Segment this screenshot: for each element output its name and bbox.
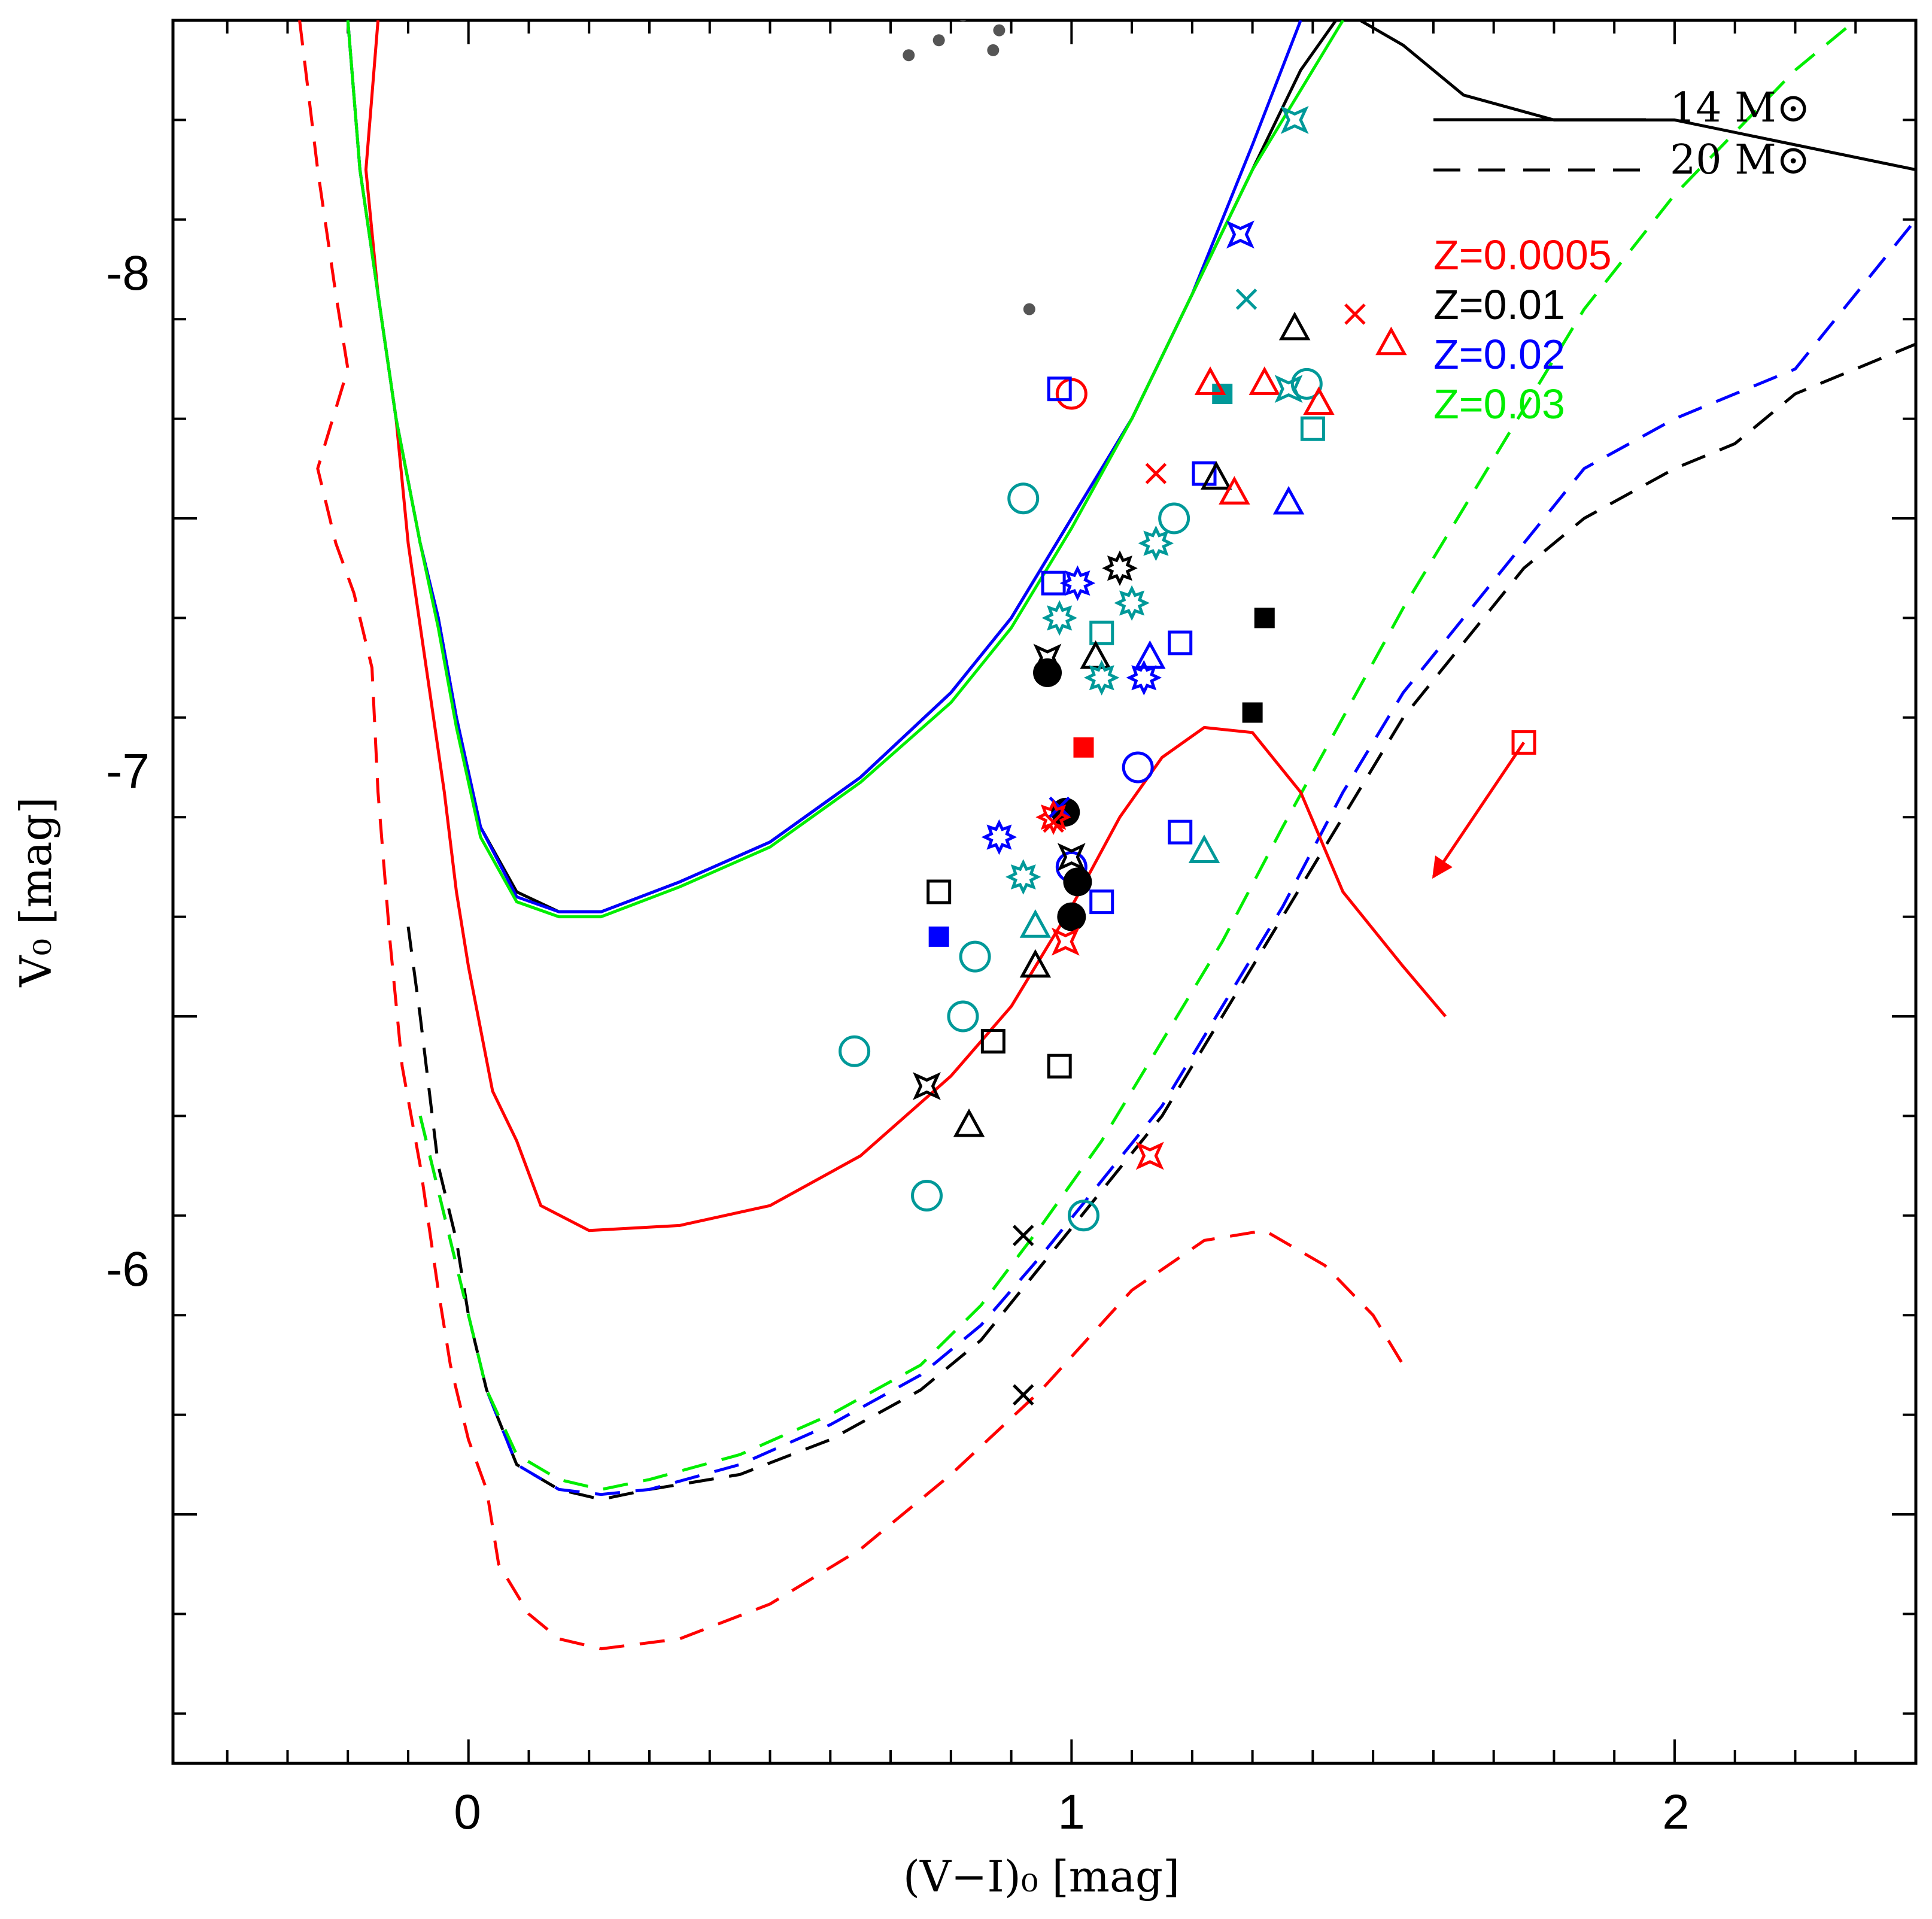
point-square-filled-8-1	[1254, 608, 1275, 628]
point-cross-17-1	[1145, 463, 1167, 484]
point-star4-20-2	[1033, 643, 1062, 672]
point-dot-28-1	[903, 49, 915, 62]
point-star8-27-0	[1035, 799, 1071, 835]
y-tick-label-0: -8	[106, 246, 150, 300]
point-square-open-5-1	[1168, 819, 1193, 845]
point-triangle-open-15-4	[1375, 326, 1407, 356]
point-star4-22-0	[1274, 375, 1303, 403]
point-star4-21-0	[1135, 1141, 1164, 1170]
point-star8-25-2	[1059, 565, 1096, 601]
point-square-open-6-1	[1300, 416, 1325, 441]
point-circle-open-0-6	[1158, 502, 1190, 535]
point-triangle-open-14-1	[1272, 485, 1305, 515]
point-square-filled-8-0	[1242, 702, 1263, 723]
point-square-open-4-0	[1047, 1053, 1072, 1079]
point-triangle-open-12-4	[1278, 311, 1311, 341]
point-cross-16-0	[1012, 1384, 1034, 1406]
point-cross-17-2	[1344, 303, 1366, 325]
point-circle-filled-3-1	[1063, 867, 1092, 897]
point-square-filled-10-0	[1073, 737, 1094, 758]
track-4	[364, 20, 1447, 1232]
point-triangle-open-13-0	[1019, 909, 1052, 938]
point-dot-28-3	[987, 44, 1000, 56]
point-star4-20-0	[913, 1072, 941, 1100]
point-star8-24-4	[1138, 525, 1174, 561]
point-triangle-open-12-0	[953, 1108, 985, 1137]
point-dot-28-0	[1023, 303, 1035, 315]
point-circle-open-0-4	[1067, 1200, 1099, 1232]
point-circle-open-1-1	[1122, 751, 1154, 784]
point-triangle-open-15-0	[1219, 476, 1250, 505]
point-circle-filled-3-0	[1057, 902, 1086, 931]
y-tick-label-1: -7	[106, 744, 150, 798]
point-square-open-5-0	[1089, 889, 1114, 915]
point-cross-16-1	[1012, 1225, 1034, 1246]
point-circle-open-0-1	[839, 1035, 871, 1067]
point-dot-28-2	[932, 34, 945, 47]
legend-z-1: Z=0.01	[1433, 281, 1565, 328]
axis-ticks	[173, 20, 1916, 1763]
legend: 14 M⊙ 20 M⊙ Z=0.0005 Z=0.01 Z=0.02 Z=0.0…	[1433, 84, 1811, 427]
track-6	[346, 20, 1302, 913]
y-tick-label-2: -6	[106, 1242, 150, 1296]
legend-z-0: Z=0.0005	[1433, 232, 1612, 278]
point-circle-open-0-2	[947, 1000, 979, 1033]
track-0	[298, 20, 1405, 1651]
point-star8-24-0	[1005, 859, 1041, 895]
point-dot-28-5	[959, 20, 967, 22]
legend-label-20msun: 20 M⊙	[1670, 136, 1811, 184]
data-points	[839, 20, 1536, 1406]
x-tick-label-2: 2	[1662, 1785, 1690, 1839]
track-1	[406, 342, 1916, 1501]
point-square-open-5-5	[1047, 376, 1072, 402]
y-axis-title: V₀ [mag]	[11, 797, 61, 987]
point-square-open-6-0	[1089, 620, 1114, 645]
point-triangle-open-15-3	[1303, 386, 1335, 415]
point-star8-25-0	[981, 819, 1017, 855]
arrow-layer	[1432, 742, 1526, 879]
point-star8-24-2	[1041, 600, 1077, 636]
point-star4-20-1	[1057, 843, 1086, 872]
point-star8-26-0	[1102, 550, 1138, 586]
point-square-filled-9-0	[928, 926, 949, 947]
point-circle-open-0-8	[1290, 368, 1323, 400]
point-star8-25-1	[1126, 660, 1162, 696]
x-tick-label-1: 1	[1058, 1785, 1085, 1839]
track-2	[418, 218, 1916, 1496]
point-square-open-4-1	[980, 1029, 1006, 1054]
point-cross-19-0	[1235, 289, 1257, 310]
x-axis-title: (V−I)₀ [mag]	[903, 1851, 1180, 1902]
point-star4-21-1	[1051, 927, 1080, 956]
point-dot-28-4	[993, 24, 1006, 37]
legend-label-14msun: 14 M⊙	[1670, 84, 1811, 132]
point-triangle-open-12-1	[1019, 949, 1052, 978]
arrow	[1432, 742, 1526, 879]
point-star4-23-0	[1226, 220, 1254, 249]
point-triangle-open-15-1	[1194, 366, 1226, 395]
point-star8-24-1	[1083, 660, 1120, 696]
point-circle-open-0-5	[1007, 482, 1040, 515]
point-triangle-open-12-3	[1200, 461, 1232, 490]
point-star8-24-3	[1114, 585, 1150, 621]
point-star4-22-1	[1280, 105, 1309, 134]
track-7	[346, 20, 1344, 919]
point-square-open-4-2	[926, 879, 952, 904]
point-circle-open-0-3	[959, 940, 991, 973]
track-3	[418, 20, 1858, 1491]
point-square-open-5-2	[1168, 630, 1193, 655]
point-triangle-open-15-2	[1248, 366, 1281, 395]
point-triangle-open-14-0	[1134, 640, 1166, 669]
point-circle-open-0-0	[911, 1180, 943, 1212]
point-square-open-7-0	[1511, 730, 1536, 755]
x-tick-label-0: 0	[454, 1785, 481, 1839]
point-cross-17-0	[1043, 811, 1064, 833]
legend-z-2: Z=0.02	[1433, 331, 1565, 378]
model-tracks	[298, 20, 1916, 1651]
plot-frame	[171, 19, 1918, 1765]
legend-z-3: Z=0.03	[1433, 381, 1565, 427]
point-triangle-open-12-2	[1080, 640, 1111, 669]
point-triangle-open-13-1	[1188, 834, 1220, 863]
